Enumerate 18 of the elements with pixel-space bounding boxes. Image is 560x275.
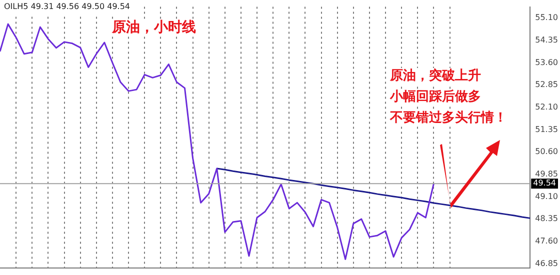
y-tick-label: 55.10 bbox=[535, 13, 558, 22]
annotation: 不要错过多头行情！ bbox=[389, 110, 507, 126]
y-tick-label: 52.10 bbox=[535, 102, 558, 112]
ref-line-label: 49.54 bbox=[533, 178, 556, 188]
y-tick-label: 46.85 bbox=[535, 258, 558, 268]
annotation: 小幅回踩后做多 bbox=[389, 88, 481, 104]
y-tick-label: 54.35 bbox=[535, 36, 558, 45]
text: 原油，小时线 bbox=[111, 20, 196, 36]
y-tick-label: 47.60 bbox=[535, 236, 558, 246]
annotation: 原油，突破上升 bbox=[389, 67, 481, 84]
y-tick-label: 53.60 bbox=[535, 58, 558, 67]
y-tick-label: 49.10 bbox=[535, 192, 558, 201]
y-tick-label: 51.35 bbox=[535, 124, 558, 134]
y-tick-label: 49.85 bbox=[535, 169, 558, 178]
y-tick-label: 48.35 bbox=[535, 214, 558, 224]
annotation: OILH5 49.31 49.56 49.50 49.54 bbox=[4, 2, 130, 12]
y-tick-label: 52.85 bbox=[535, 80, 558, 90]
y-tick-label: 50.60 bbox=[535, 147, 558, 156]
